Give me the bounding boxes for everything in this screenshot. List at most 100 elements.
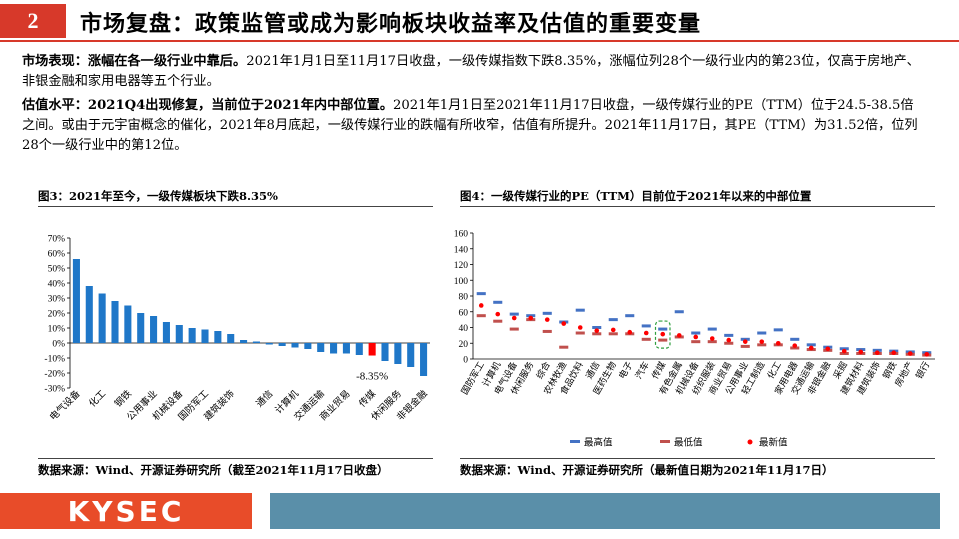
latest-marker bbox=[676, 333, 682, 338]
y-tick-label: 50% bbox=[48, 265, 66, 275]
x-tick-label: 化工 bbox=[86, 387, 108, 409]
legend-swatch bbox=[747, 439, 753, 445]
min-marker bbox=[790, 346, 800, 350]
latest-marker bbox=[627, 329, 633, 335]
latest-marker bbox=[660, 331, 666, 337]
figure3-source: 数据来源：Wind、开源证券研究所（截至2021年11月17日收盘） bbox=[38, 463, 389, 477]
paragraph-market-performance: 市场表现：涨幅在各一级行业中靠后。2021年1月1日至11月17日收盘，一级传媒… bbox=[22, 52, 922, 92]
latest-marker bbox=[808, 345, 814, 351]
min-marker bbox=[641, 337, 651, 341]
latest-marker bbox=[841, 348, 847, 354]
latest-marker bbox=[742, 339, 748, 344]
max-marker bbox=[641, 324, 651, 328]
latest-marker bbox=[907, 351, 913, 356]
y-tick-label: 70% bbox=[48, 235, 66, 245]
max-marker bbox=[674, 310, 684, 314]
min-marker bbox=[608, 332, 618, 336]
latest-marker bbox=[759, 339, 765, 344]
legend-label: 最低值 bbox=[674, 437, 703, 449]
figure4-source: 数据来源：Wind、开源证券研究所（最新值日期为2021年11月17日） bbox=[460, 463, 834, 477]
y-tick-label: 140 bbox=[454, 245, 469, 255]
max-marker bbox=[658, 327, 668, 331]
latest-marker bbox=[693, 334, 699, 340]
min-marker bbox=[542, 329, 552, 333]
y-tick-label: 120 bbox=[454, 261, 469, 271]
bar bbox=[420, 343, 428, 376]
latest-marker bbox=[544, 317, 550, 322]
legend-swatch bbox=[570, 440, 580, 443]
latest-marker bbox=[726, 337, 732, 343]
x-tick-label: 钢铁 bbox=[112, 387, 134, 409]
latest-marker bbox=[858, 349, 864, 355]
min-marker bbox=[707, 340, 717, 344]
bar bbox=[72, 259, 80, 343]
slide-title: 市场复盘：政策监管或成为影响板块收益率及估值的重要变量 bbox=[80, 12, 702, 37]
min-marker bbox=[839, 351, 849, 355]
bar bbox=[317, 343, 325, 352]
y-tick-label: 40 bbox=[459, 324, 469, 334]
min-marker bbox=[559, 345, 569, 349]
max-marker bbox=[625, 314, 635, 318]
min-marker bbox=[509, 327, 519, 331]
bar bbox=[214, 331, 222, 343]
latest-marker bbox=[825, 346, 831, 352]
bar bbox=[188, 328, 196, 343]
y-tick-label: 80 bbox=[459, 293, 469, 303]
latest-marker bbox=[775, 340, 781, 346]
max-marker bbox=[773, 328, 783, 332]
max-marker bbox=[839, 347, 849, 351]
bar bbox=[355, 343, 363, 355]
max-marker bbox=[509, 312, 519, 316]
bar bbox=[330, 343, 338, 354]
footer-band bbox=[270, 493, 940, 529]
min-marker bbox=[575, 331, 585, 335]
bar bbox=[265, 343, 273, 345]
figure3-bottom-rule bbox=[38, 458, 433, 459]
highlight-annotation: -8.35% bbox=[356, 371, 388, 383]
max-marker bbox=[806, 343, 816, 347]
bar bbox=[162, 322, 170, 343]
x-tick-label: 银行 bbox=[913, 360, 932, 381]
max-marker bbox=[757, 331, 767, 335]
paragraph-body: 2021年1月1日至2021年11月17日收盘，一级传媒行业的PE（TTM）位于… bbox=[22, 98, 918, 153]
latest-marker bbox=[478, 303, 484, 308]
min-marker bbox=[740, 344, 750, 348]
max-marker bbox=[542, 311, 552, 315]
max-marker bbox=[856, 348, 866, 352]
bar bbox=[201, 329, 209, 343]
min-marker bbox=[724, 341, 734, 345]
bar bbox=[227, 334, 235, 343]
bar bbox=[98, 293, 106, 343]
bar bbox=[381, 343, 389, 361]
figure4-title: 图4：一级传媒行业的PE（TTM）目前位于2021年以来的中部位置 bbox=[460, 189, 812, 203]
y-tick-label: 0 bbox=[463, 356, 468, 366]
latest-marker bbox=[643, 330, 649, 336]
min-marker bbox=[493, 319, 503, 323]
legend-label: 最高值 bbox=[584, 437, 613, 449]
latest-marker bbox=[495, 311, 501, 317]
max-marker bbox=[592, 326, 602, 329]
bar bbox=[137, 313, 145, 343]
title-underline bbox=[0, 40, 959, 42]
bar-chart-industry-returns: 70%60%50%40%30%20%10%0%-10%-20%-30%电气设备化… bbox=[44, 235, 430, 424]
bar bbox=[278, 343, 286, 346]
bar bbox=[85, 286, 93, 343]
bar bbox=[342, 343, 350, 354]
max-marker bbox=[790, 337, 800, 341]
paragraph-valuation: 估值水平：2021Q4出现修复，当前位于2021年内中部位置。2021年1月1日… bbox=[22, 96, 922, 156]
bar bbox=[240, 340, 248, 343]
min-marker bbox=[658, 338, 668, 342]
max-marker bbox=[707, 327, 717, 331]
bar bbox=[175, 325, 183, 343]
y-tick-label: 160 bbox=[454, 230, 469, 240]
y-tick-label: 40% bbox=[48, 280, 66, 290]
y-tick-label: 60% bbox=[48, 250, 66, 260]
latest-marker bbox=[561, 321, 567, 326]
figure3-title: 图3：2021年至今，一级传媒板块下跌8.35% bbox=[38, 189, 278, 203]
x-tick-label: 汽车 bbox=[632, 360, 651, 381]
paragraph-lead: 估值水平：2021Q4出现修复，当前位于2021年内中部位置。 bbox=[22, 98, 394, 113]
bar bbox=[252, 341, 260, 343]
figure4-bottom-rule bbox=[460, 458, 935, 459]
y-tick-label: 0% bbox=[52, 340, 65, 350]
latest-marker bbox=[577, 325, 583, 330]
